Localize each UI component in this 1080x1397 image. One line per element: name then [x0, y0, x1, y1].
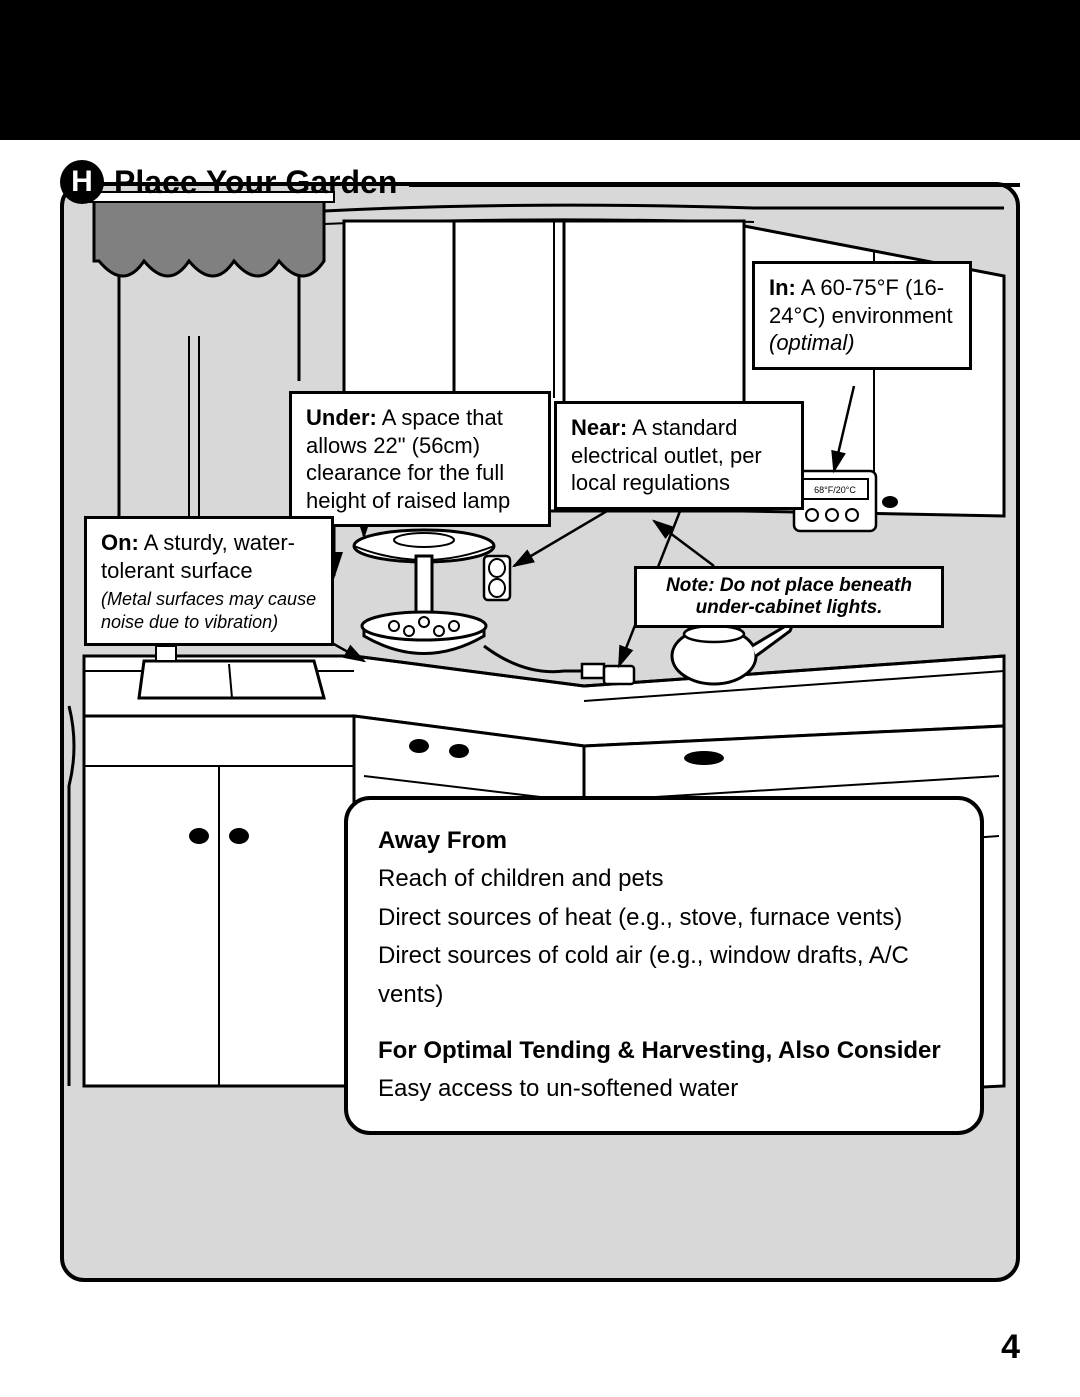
top-black-bar [0, 0, 1080, 140]
note-line1: Note: Do not place beneath [649, 575, 929, 597]
callout-near: Near: A standard electrical outlet, per … [554, 401, 804, 510]
callout-on: On: A sturdy, water-tolerant surface (Me… [84, 516, 334, 646]
note-line2: under-cabinet lights. [649, 597, 929, 619]
away-item-0: Reach of children and pets [378, 860, 950, 898]
callout-in-bold: In: [769, 275, 796, 300]
bottom-panel: Away From Reach of children and pets Dir… [344, 796, 984, 1135]
section-title: Place Your Garden [114, 164, 397, 201]
callout-on-bold: On: [101, 530, 139, 555]
callout-under-bold: Under: [306, 405, 377, 430]
away-item-1: Direct sources of heat (e.g., stove, fur… [378, 899, 950, 937]
away-item-2: Direct sources of cold air (e.g., window… [378, 937, 950, 1014]
diagram-frame: 68°F/20°C [60, 182, 1020, 1282]
callout-in: In: A 60-75°F (16-24°C) environment (opt… [752, 261, 972, 370]
page-number: 4 [1001, 1328, 1020, 1367]
page-content: H Place Your Garden [0, 140, 1080, 1282]
step-badge: H [60, 160, 104, 204]
callout-in-text: A 60-75°F (16-24°C) environment [769, 275, 953, 328]
callout-on-italic: (Metal surfaces may cause noise due to v… [101, 588, 317, 633]
callout-near-bold: Near: [571, 415, 627, 440]
consider-heading: For Optimal Tending & Harvesting, Also C… [378, 1032, 950, 1070]
away-heading: Away From [378, 822, 950, 860]
section-header: H Place Your Garden [60, 160, 1020, 204]
header-rule [409, 183, 1020, 187]
callout-in-italic: (optimal) [769, 330, 855, 355]
consider-item-0: Easy access to un-softened water [378, 1070, 950, 1108]
callout-under: Under: A space that allows 22" (56cm) cl… [289, 391, 551, 527]
callout-note: Note: Do not place beneath under-cabinet… [634, 566, 944, 628]
